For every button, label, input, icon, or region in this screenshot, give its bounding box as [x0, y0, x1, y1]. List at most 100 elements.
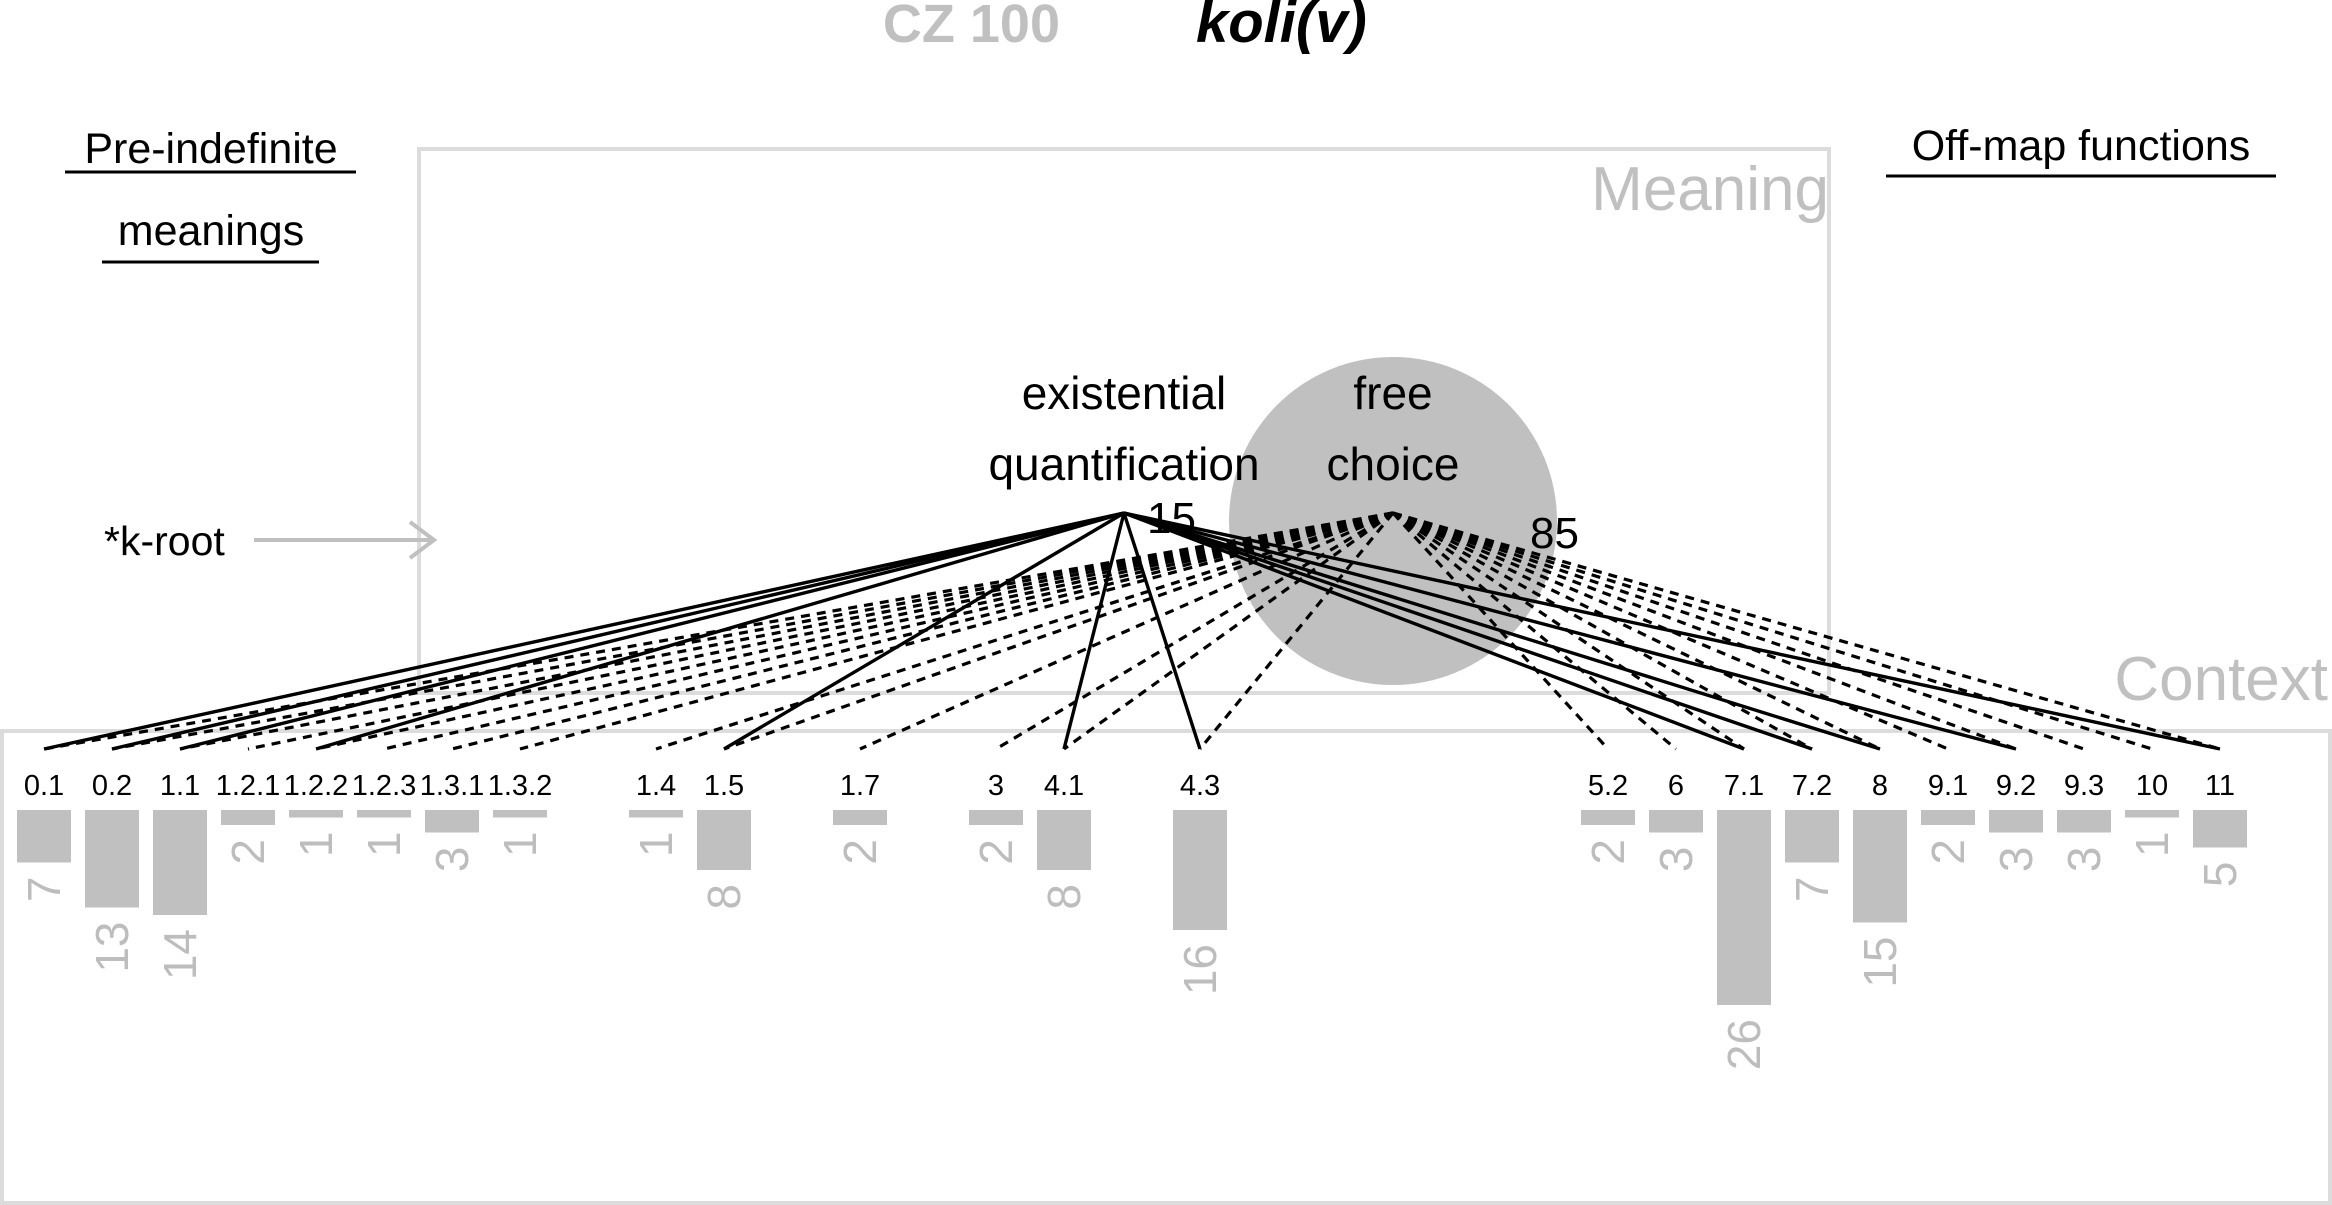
context-label-6: 6 — [1668, 770, 1684, 802]
context-count-0-2: 13 — [86, 922, 138, 973]
context-count-7-1: 26 — [1718, 1019, 1770, 1070]
free-choice-label-line1: free — [1353, 367, 1432, 419]
context-bar-10 — [2125, 810, 2179, 818]
context-count-11: 5 — [2194, 862, 2246, 888]
context-count-1-7: 2 — [834, 839, 886, 865]
free-choice-link-8 — [1392, 511, 1881, 751]
context-count-1-2-2: 1 — [290, 832, 342, 858]
existential-link-8 — [1123, 511, 1881, 751]
free-choice-link-1-2-2 — [315, 511, 1394, 751]
title-code: CZ 100 — [883, 0, 1060, 54]
free-choice-link-9-3 — [1392, 511, 2085, 751]
existential-links — [43, 511, 2221, 751]
context-label-1-2-2: 1.2.2 — [284, 770, 349, 802]
context-bar-6 — [1649, 810, 1703, 833]
context-label-9-1: 9.1 — [1928, 770, 1968, 802]
context-bar-4-3 — [1173, 810, 1227, 930]
free-choice-link-1-5 — [723, 511, 1394, 751]
context-count-10: 1 — [2126, 832, 2178, 858]
free-choice-label-line2: choice — [1327, 438, 1460, 490]
context-bar-9-2 — [1989, 810, 2043, 833]
context-count-9-1: 2 — [1922, 839, 1974, 865]
context-bar-1-1 — [153, 810, 207, 915]
context-count-6: 3 — [1650, 847, 1702, 873]
existential-link-0-1 — [43, 511, 1125, 751]
free-choice-percent: 85 — [1530, 509, 1579, 558]
existential-link-7-2 — [1123, 511, 1813, 751]
context-count-1-3-1: 3 — [426, 847, 478, 873]
context-bar-4-1 — [1037, 810, 1091, 870]
free-choice-link-9-1 — [1392, 511, 1949, 751]
free-choice-link-0-1 — [43, 511, 1394, 751]
free-choice-link-10 — [1392, 511, 2153, 751]
existential-link-1-1 — [179, 511, 1125, 751]
context-bar-9-1 — [1921, 810, 1975, 825]
context-count-1-4: 1 — [630, 832, 682, 858]
context-label-1-3-2: 1.3.2 — [488, 770, 553, 802]
root-arrow-head — [408, 520, 438, 560]
context-label-9-2: 9.2 — [1996, 770, 2036, 802]
context-label-1-2-3: 1.2.3 — [352, 770, 417, 802]
context-count-9-2: 3 — [1990, 847, 2042, 873]
context-count-5-2: 2 — [1582, 839, 1634, 865]
context-label-10: 10 — [2136, 770, 2168, 802]
existential-link-1-5 — [723, 511, 1125, 751]
context-count-1-2-3: 1 — [358, 832, 410, 858]
free-choice-link-3 — [995, 511, 1394, 751]
existential-link-11 — [1123, 511, 2221, 751]
context-bar-0-1 — [17, 810, 71, 863]
context-label-1-1: 1.1 — [160, 770, 200, 802]
context-label-3: 3 — [988, 770, 1004, 802]
context-label-8: 8 — [1872, 770, 1888, 802]
context-bar-9-3 — [2057, 810, 2111, 833]
context-bar-1-7 — [833, 810, 887, 825]
context-label-7-2: 7.2 — [1792, 770, 1832, 802]
free-choice-link-6 — [1391, 511, 1678, 751]
context-bars: 0.170.2131.1141.2.121.2.211.2.311.3.131.… — [17, 770, 2247, 1070]
context-count-4-3: 16 — [1174, 944, 1226, 995]
context-bar-1-2-3 — [357, 810, 411, 818]
free-choice-links — [43, 511, 2221, 751]
root-label: *k-root — [104, 518, 225, 564]
pre-indefinite-heading-line1: Pre-indefinite — [84, 125, 337, 173]
context-label-4-1: 4.1 — [1044, 770, 1084, 802]
context-count-1-2-1: 2 — [222, 839, 274, 865]
existential-link-4-3 — [1122, 512, 1202, 750]
free-choice-circle — [1229, 357, 1557, 685]
context-panel-label: Context — [2114, 645, 2328, 714]
free-choice-link-1-2-3 — [383, 511, 1394, 751]
context-count-1-5: 8 — [698, 884, 750, 910]
context-bar-1-2-1 — [221, 810, 275, 825]
meaning-panel — [417, 147, 1831, 695]
existential-link-9-2 — [1123, 511, 2017, 751]
context-count-0-1: 7 — [18, 877, 70, 903]
context-bar-5-2 — [1581, 810, 1635, 825]
context-panel — [0, 729, 2332, 1205]
context-label-7-1: 7.1 — [1724, 770, 1764, 802]
context-count-8: 15 — [1854, 937, 1906, 988]
off-map-heading: Off-map functions — [1912, 122, 2251, 170]
existential-link-0-2 — [111, 511, 1125, 751]
context-label-0-2: 0.2 — [92, 770, 132, 802]
context-bar-8 — [1853, 810, 1907, 923]
existential-link-4-1 — [1062, 512, 1126, 750]
context-count-1-1: 14 — [154, 929, 206, 980]
free-choice-link-11 — [1392, 511, 2221, 751]
context-label-1-7: 1.7 — [840, 770, 880, 802]
existential-label-line1: existential — [1022, 367, 1227, 419]
context-bar-1-4 — [629, 810, 683, 818]
context-bar-11 — [2193, 810, 2247, 848]
existential-percent: 15 — [1147, 494, 1196, 543]
context-count-9-3: 3 — [2058, 847, 2110, 873]
context-count-1-3-2: 1 — [494, 832, 546, 858]
existential-link-1-2-2 — [315, 511, 1125, 751]
pre-indefinite-heading-line2: meanings — [118, 207, 304, 255]
title-word: koli(v) — [1196, 0, 1367, 55]
context-bar-1-5 — [697, 810, 751, 870]
context-bar-1-3-2 — [493, 810, 547, 818]
context-label-11: 11 — [2205, 770, 2235, 802]
context-label-1-5: 1.5 — [704, 770, 744, 802]
context-count-3: 2 — [970, 839, 1022, 865]
free-choice-link-5-2 — [1391, 511, 1610, 751]
context-count-4-1: 8 — [1038, 884, 1090, 910]
